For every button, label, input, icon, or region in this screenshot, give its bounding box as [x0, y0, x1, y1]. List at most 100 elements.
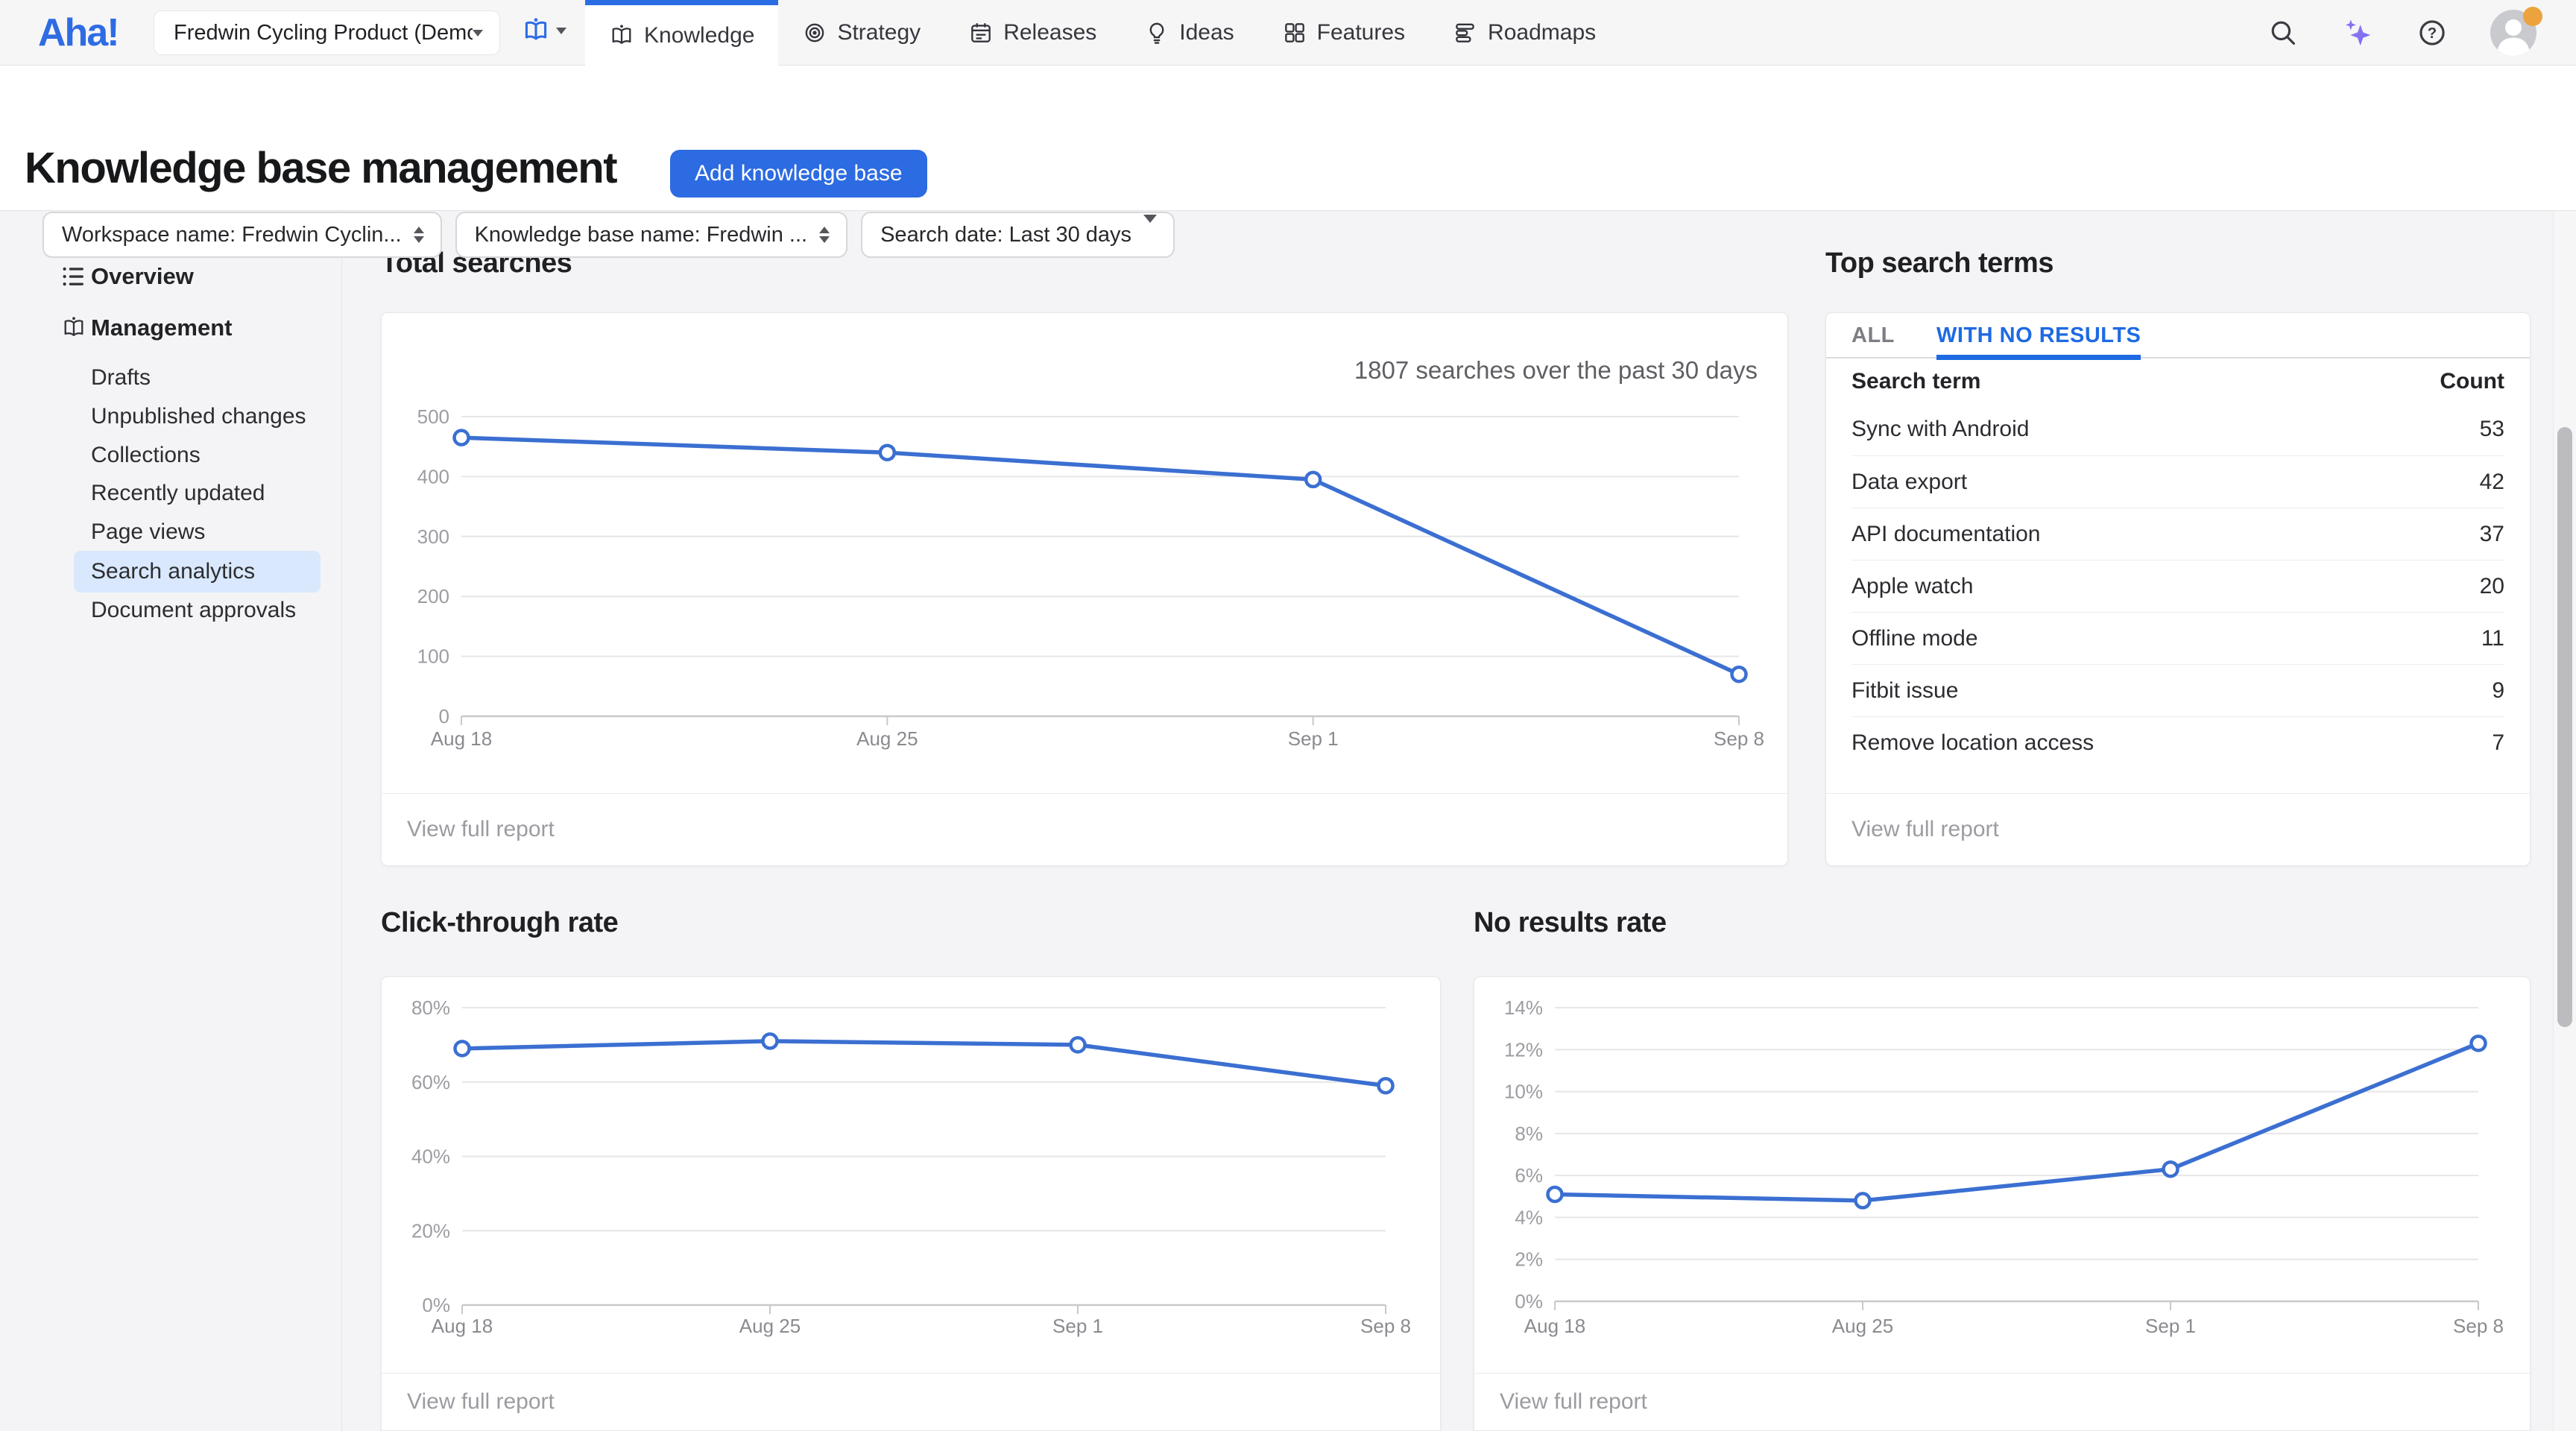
help-icon[interactable]: ? [2416, 16, 2449, 49]
sidebar-item-overview[interactable]: Overview [0, 255, 342, 298]
sidebar-item-search-analytics[interactable]: Search analytics [0, 550, 342, 593]
table-row: API documentation37 [1852, 508, 2504, 560]
rows-icon [1453, 20, 1478, 45]
tab-ideas[interactable]: Ideas [1120, 0, 1257, 66]
search-term-cell: Remove location access [1852, 730, 2492, 756]
search-term-cell: Offline mode [1852, 626, 2481, 651]
count-cell: 42 [2480, 470, 2504, 495]
svg-text:Aug 25: Aug 25 [856, 727, 918, 750]
tab-knowledge[interactable]: Knowledge [585, 0, 778, 66]
svg-text:0: 0 [439, 705, 449, 727]
svg-text:Aug 25: Aug 25 [739, 1315, 801, 1337]
book-icon [609, 23, 634, 48]
count-cell: 7 [2492, 730, 2504, 756]
sidebar-item-label: Page views [91, 519, 205, 545]
filter-search-date[interactable]: Search date: Last 30 days [861, 212, 1175, 258]
click-through-rate-card: 80%60%40%20%0%Aug 18Aug 25Sep 1Sep 8 Vie… [381, 976, 1441, 1431]
calendar-icon [968, 20, 994, 45]
count-cell: 9 [2492, 678, 2504, 704]
grid-icon [1282, 20, 1307, 45]
click-through-rate-chart: 80%60%40%20%0%Aug 18Aug 25Sep 1Sep 8 [382, 977, 1441, 1374]
filter-bar: Workspace name: Fredwin Cyclin... Knowled… [42, 212, 1175, 258]
sidebar-item-drafts[interactable]: Drafts [0, 356, 342, 399]
sidebar: Overview Management Drafts Unpublished chan… [0, 211, 342, 1431]
ai-sparkle-icon[interactable] [2341, 16, 2374, 49]
add-knowledge-base-button[interactable]: Add knowledge base [670, 150, 927, 198]
aha-logo[interactable]: Aha! [38, 10, 119, 55]
filter-workspace-name[interactable]: Workspace name: Fredwin Cyclin... [42, 212, 442, 258]
book-icon [60, 314, 88, 342]
svg-text:40%: 40% [411, 1146, 450, 1168]
view-full-report-link[interactable]: View full report [407, 1389, 555, 1415]
column-count: Count [2440, 369, 2504, 394]
search-icon[interactable] [2267, 16, 2299, 49]
search-term-cell: Apple watch [1852, 574, 2480, 599]
tab-strategy[interactable]: Strategy [778, 0, 944, 66]
knowledge-product-switcher[interactable] [522, 16, 566, 45]
table-row: Offline mode11 [1852, 612, 2504, 664]
total-searches-annotation: 1807 searches over the past 30 days [1354, 356, 1758, 385]
search-terms-table: Search term Count Sync with Android53 Dat… [1852, 360, 2504, 768]
workspace-selector[interactable]: Fredwin Cycling Product (Demo) [154, 11, 499, 54]
sidebar-item-page-views[interactable]: Page views [0, 511, 342, 554]
filter-label: Knowledge base name: Fredwin ... [475, 223, 808, 247]
table-row: Remove location access7 [1852, 716, 2504, 768]
count-cell: 53 [2480, 417, 2504, 442]
target-icon [802, 20, 827, 45]
sidebar-item-label: Search analytics [91, 559, 255, 584]
sidebar-item-label: Management [91, 315, 232, 341]
scrollbar-thumb[interactable] [2557, 427, 2572, 1027]
sidebar-item-document-approvals[interactable]: Document approvals [0, 589, 342, 632]
list-icon [60, 262, 88, 291]
sidebar-item-unpublished-changes[interactable]: Unpublished changes [0, 395, 342, 438]
tab-releases[interactable]: Releases [944, 0, 1120, 66]
table-row: Data export42 [1852, 455, 2504, 508]
no-results-rate-footer: View full report [1474, 1373, 2530, 1430]
column-search-term: Search term [1852, 369, 2440, 394]
svg-text:Sep 1: Sep 1 [2145, 1315, 2196, 1337]
count-cell: 11 [2481, 626, 2504, 651]
terms-tabs: ALL WITH NO RESULTS [1826, 313, 2530, 358]
chevron-down-icon [1143, 223, 1157, 247]
terms-tab-with-no-results[interactable]: WITH NO RESULTS [1936, 313, 2141, 358]
filter-label: Search date: Last 30 days [880, 223, 1131, 247]
sidebar-item-label: Unpublished changes [91, 404, 306, 429]
tab-label: Strategy [837, 20, 921, 45]
svg-text:0%: 0% [1515, 1290, 1543, 1312]
view-full-report-link[interactable]: View full report [1500, 1389, 1647, 1415]
no-results-rate-card: 14%12%10%8%6%4%2%0%Aug 18Aug 25Sep 1Sep … [1474, 976, 2531, 1431]
svg-text:Sep 8: Sep 8 [1360, 1315, 1411, 1337]
svg-text:300: 300 [417, 525, 449, 548]
filter-knowledge-base-name[interactable]: Knowledge base name: Fredwin ... [455, 212, 848, 258]
primary-nav-tabs: Knowledge Strategy Releases Ideas Features Ro… [585, 0, 1620, 66]
svg-text:14%: 14% [1504, 996, 1543, 1019]
tab-label: Roadmaps [1488, 20, 1596, 45]
tab-features[interactable]: Features [1258, 0, 1429, 66]
click-through-rate-footer: View full report [382, 1373, 1440, 1430]
chevron-down-icon [473, 30, 483, 37]
search-term-cell: Sync with Android [1852, 417, 2480, 442]
sidebar-item-label: Document approvals [91, 598, 296, 623]
table-row: Fitbit issue9 [1852, 664, 2504, 716]
view-full-report-link[interactable]: View full report [407, 817, 555, 842]
svg-text:400: 400 [417, 465, 449, 487]
terms-tab-all[interactable]: ALL [1852, 313, 1895, 358]
search-term-cell: Fitbit issue [1852, 678, 2492, 704]
sidebar-item-management[interactable]: Management [0, 306, 342, 350]
sidebar-item-label: Recently updated [91, 481, 265, 506]
svg-text:4%: 4% [1515, 1206, 1543, 1228]
sidebar-item-collections[interactable]: Collections [0, 434, 342, 477]
sort-caret-icon [819, 227, 830, 243]
svg-text:8%: 8% [1515, 1122, 1543, 1145]
nav-right-icons: ? [2267, 0, 2536, 66]
svg-text:Sep 8: Sep 8 [2453, 1315, 2504, 1337]
page-title: Knowledge base management [25, 143, 616, 193]
svg-text:10%: 10% [1504, 1081, 1543, 1103]
top-search-terms-footer: View full report [1826, 793, 2530, 865]
user-avatar[interactable] [2490, 10, 2536, 56]
view-full-report-link[interactable]: View full report [1852, 817, 1999, 842]
tab-label: Ideas [1179, 20, 1234, 45]
sidebar-item-recently-updated[interactable]: Recently updated [0, 472, 342, 515]
svg-text:0%: 0% [422, 1294, 450, 1316]
tab-roadmaps[interactable]: Roadmaps [1429, 0, 1620, 66]
